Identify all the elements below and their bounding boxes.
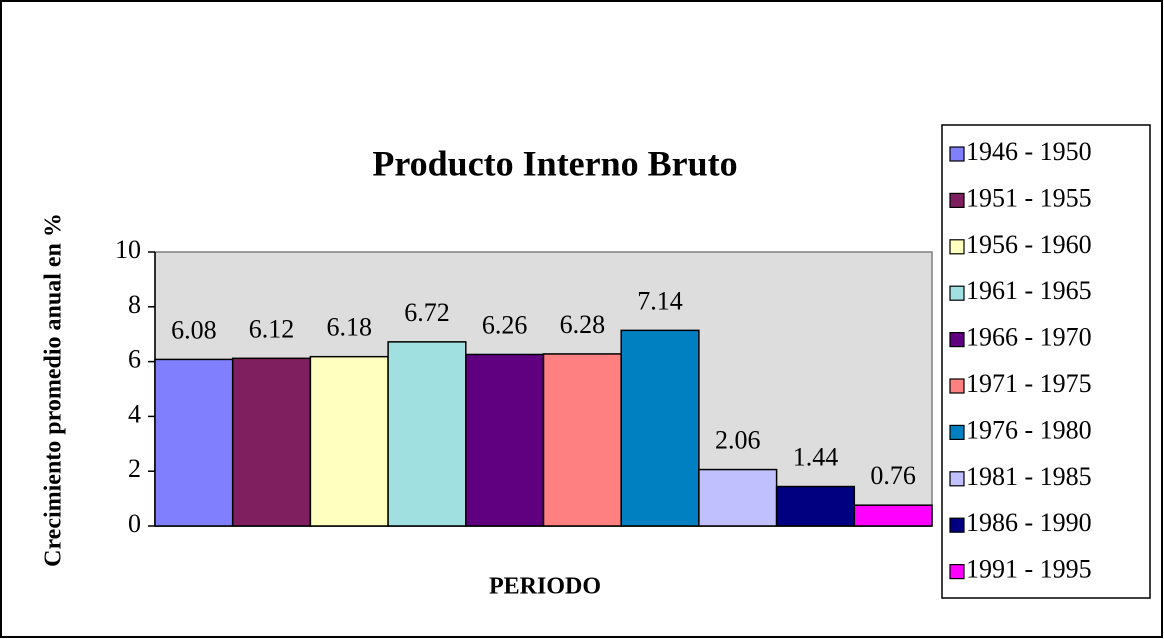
- bar: [387, 341, 467, 527]
- bar: [154, 358, 234, 527]
- legend-label: 1991 - 1995: [966, 555, 1092, 584]
- data-label: 2.06: [715, 426, 761, 455]
- data-label: 6.18: [327, 313, 373, 342]
- data-label: 0.76: [870, 461, 916, 490]
- bar: [620, 329, 700, 527]
- legend-swatch: [949, 563, 965, 580]
- data-label: 1.44: [793, 443, 839, 472]
- legend: [941, 124, 1151, 599]
- y-tick-label: 2: [128, 454, 141, 483]
- legend-label: 1976 - 1980: [966, 415, 1092, 444]
- data-label: 6.08: [171, 315, 217, 344]
- data-label: 6.12: [249, 314, 295, 343]
- data-label: 7.14: [637, 286, 683, 315]
- legend-label: 1951 - 1955: [966, 183, 1092, 212]
- legend-swatch: [949, 517, 965, 533]
- legend-swatch: [949, 332, 965, 348]
- legend-swatch: [949, 146, 965, 162]
- y-tick-label: 10: [115, 235, 141, 264]
- data-label: 6.28: [560, 310, 606, 339]
- data-label: 6.72: [404, 298, 450, 327]
- bar: [465, 353, 545, 527]
- x-axis-label: PERIODO: [489, 574, 601, 600]
- legend-swatch: [949, 192, 965, 208]
- bar: [309, 355, 389, 527]
- y-tick-label: 0: [128, 509, 141, 538]
- bar: [698, 468, 778, 527]
- legend-label: 1981 - 1985: [966, 462, 1092, 491]
- y-axis-label: Crecimiento promedio anual en %: [41, 213, 67, 567]
- legend-swatch: [949, 471, 965, 487]
- legend-label: 1961 - 1965: [966, 276, 1092, 305]
- legend-swatch: [949, 285, 965, 301]
- legend-label: 1966 - 1970: [966, 323, 1092, 352]
- legend-label: 1956 - 1960: [966, 230, 1092, 259]
- bar: [775, 485, 856, 527]
- legend-label: 1971 - 1975: [966, 369, 1092, 398]
- legend-swatch: [949, 424, 965, 440]
- y-tick-label: 8: [128, 290, 141, 319]
- bar: [542, 353, 622, 527]
- bar: [853, 504, 933, 527]
- data-label: 6.26: [482, 310, 528, 339]
- y-tick-label: 6: [128, 345, 141, 374]
- legend-swatch: [949, 378, 965, 394]
- legend-label: 1946 - 1950: [966, 137, 1092, 166]
- chart-title: Producto Interno Bruto: [372, 143, 737, 183]
- bar: [231, 357, 312, 527]
- legend-swatch: [949, 239, 965, 255]
- y-tick-label: 4: [128, 399, 141, 428]
- legend-label: 1986 - 1990: [966, 508, 1092, 537]
